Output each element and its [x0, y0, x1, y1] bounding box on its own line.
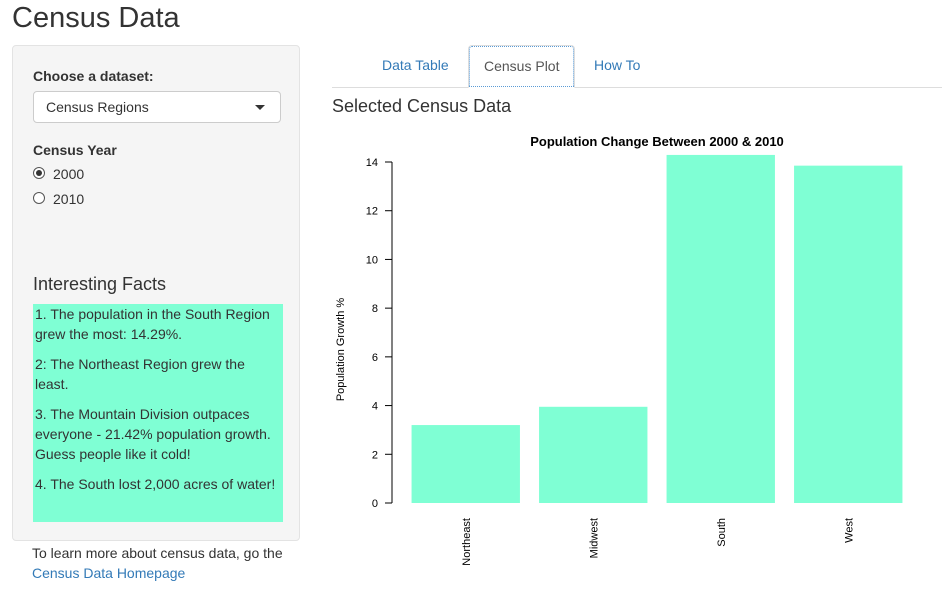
chart-svg: Population Change Between 2000 & 2010 0 2 4… [335, 134, 903, 566]
bar-northeast [411, 425, 520, 503]
x-tick-label: West [843, 518, 855, 543]
radio-unchecked-icon[interactable] [33, 192, 45, 204]
fact-item: 2: The Northeast Region grew the least. [35, 356, 245, 392]
y-tick-label: 10 [366, 254, 378, 266]
y-tick-label: 2 [372, 449, 378, 461]
chevron-down-icon [255, 105, 265, 110]
y-tick-label: 12 [366, 206, 378, 218]
bar-midwest [539, 406, 648, 503]
census-homepage-link[interactable]: Census Data Homepage [32, 565, 186, 581]
tab-bar: Data Table Census Plot How To [332, 45, 942, 88]
y-tick-label: 14 [366, 157, 378, 169]
facts-heading: Interesting Facts [33, 274, 167, 294]
radio-checked-icon[interactable] [33, 167, 45, 179]
sidebar-panel: Choose a dataset: Census Regions Census … [12, 45, 300, 541]
y-axis-label: Population Growth % [335, 298, 347, 402]
tab-census-plot[interactable]: Census Plot [468, 45, 576, 88]
y-tick-label: 4 [372, 401, 378, 413]
y-tick-label: 0 [372, 498, 378, 510]
tab-how-to[interactable]: How To [594, 57, 641, 73]
section-title: Selected Census Data [332, 96, 512, 116]
fact-item: 3. The Mountain Division outpaces everyo… [35, 406, 271, 462]
census-bar-chart: Population Change Between 2000 & 2010 0 2 4… [330, 125, 942, 585]
dataset-select[interactable]: Census Regions [33, 91, 281, 123]
chart-title: Population Change Between 2000 & 2010 [530, 134, 784, 149]
fact-item: 4. The South lost 2,000 acres of water! [35, 476, 276, 492]
dataset-label: Choose a dataset: [33, 68, 154, 84]
bar-west [794, 165, 903, 503]
page-title: Census Data [12, 2, 180, 34]
y-tick-label: 8 [372, 303, 378, 315]
tab-data-table[interactable]: Data Table [382, 57, 449, 73]
census-year-label: Census Year [33, 142, 117, 158]
x-tick-label: Northeast [461, 518, 473, 566]
radio-label: 2010 [53, 191, 85, 207]
y-tick-label: 6 [372, 352, 378, 364]
dataset-select-value: Census Regions [46, 99, 149, 115]
learn-more-text: To learn more about census data, go the … [32, 543, 292, 583]
fact-item: 1. The population in the South Region gr… [35, 306, 270, 342]
bar-south [666, 154, 775, 503]
x-tick-label: Midwest [588, 518, 600, 558]
facts-box: 1. The population in the South Region gr… [33, 304, 283, 522]
learn-more-prefix: To learn more about census data, go the [32, 545, 283, 561]
radio-label: 2000 [53, 166, 85, 182]
x-tick-label: South [716, 518, 728, 547]
